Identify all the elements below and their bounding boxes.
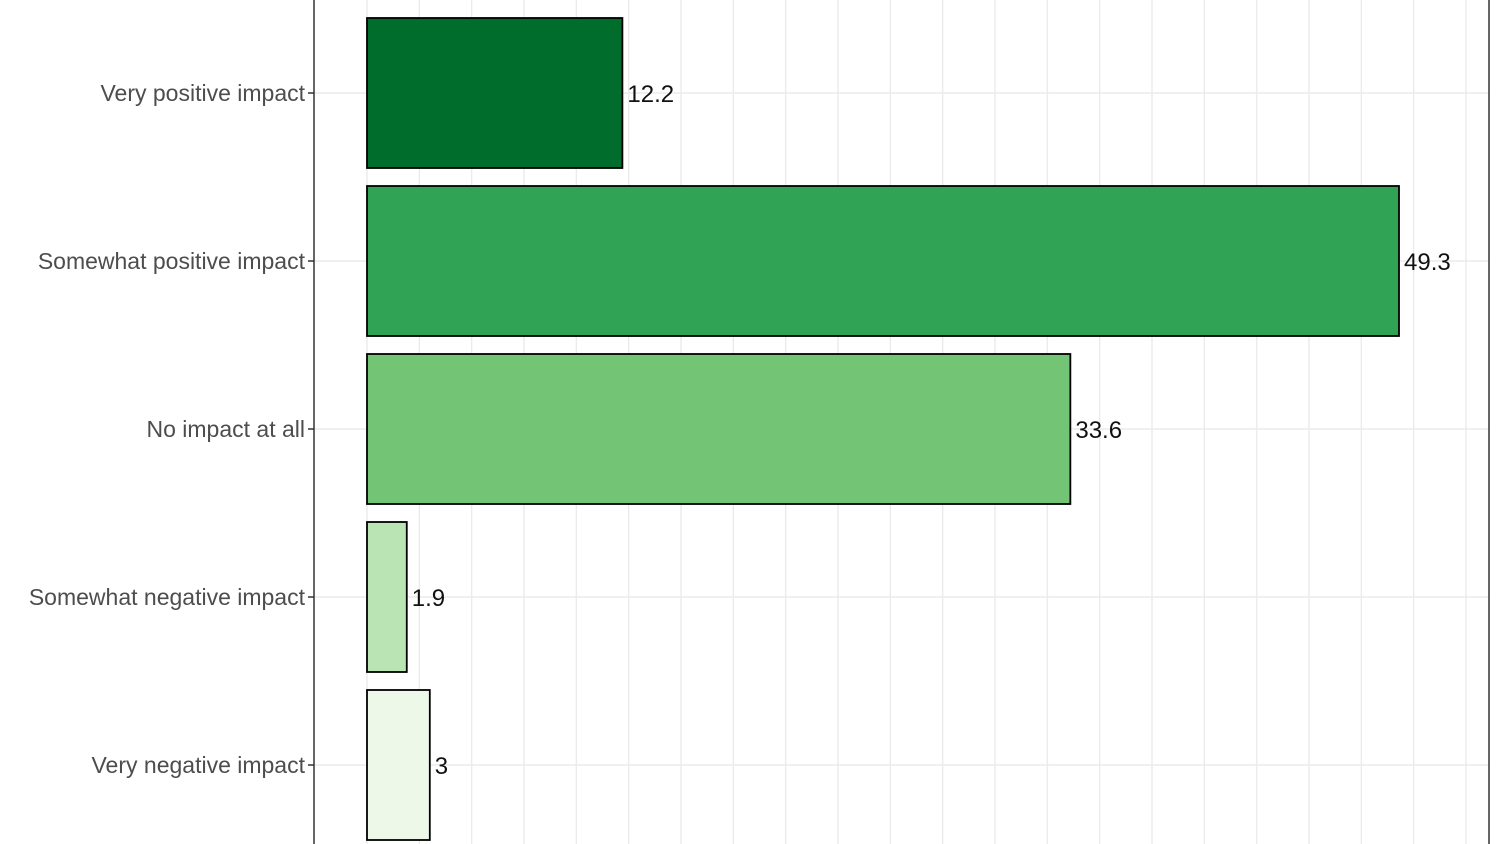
y-axis-ticks (308, 92, 314, 766)
bar (366, 17, 624, 169)
bar (366, 185, 1400, 337)
y-tick-label: No impact at all (146, 416, 305, 442)
bar (366, 689, 431, 841)
y-axis-tick-labels: Very positive impact Somewhat positive i… (29, 80, 306, 778)
data-label: 49.3 (1404, 249, 1451, 276)
data-label: 3 (435, 753, 448, 780)
bar (366, 353, 1072, 505)
data-label: 33.6 (1075, 417, 1122, 444)
y-tick-label: Somewhat positive impact (38, 248, 306, 274)
data-label: 12.2 (627, 81, 674, 108)
data-label: 1.9 (412, 585, 445, 612)
y-tick-label: Very negative impact (91, 752, 305, 778)
bar (366, 521, 408, 673)
y-tick-label: Somewhat negative impact (29, 584, 306, 610)
data-labels: 12.2 49.3 33.6 1.9 3 (412, 81, 1451, 780)
bars (366, 17, 1400, 841)
y-tick-label: Very positive impact (100, 80, 305, 106)
